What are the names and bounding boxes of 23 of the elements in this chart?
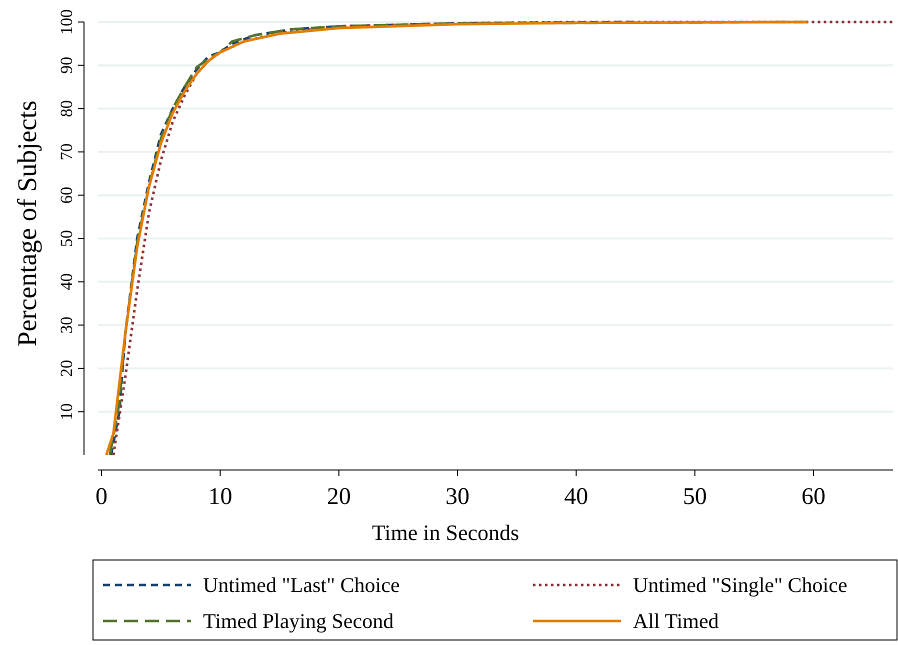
legend-label: Untimed "Single" Choice [633, 573, 848, 597]
y-tick-label: 100 [57, 9, 76, 35]
legend-label: Timed Playing Second [203, 609, 394, 633]
x-tick-label: 20 [326, 484, 351, 510]
y-tick-label: 40 [57, 273, 76, 290]
y-axis-title: Percentage of Subjects [12, 100, 42, 346]
y-tick-label: 80 [57, 100, 76, 118]
x-tick-label: 60 [802, 484, 826, 510]
y-tick-label: 20 [57, 360, 76, 377]
x-tick-label: 0 [96, 484, 108, 510]
y-tick-label: 30 [57, 316, 76, 334]
x-tick-label: 50 [682, 484, 707, 510]
y-tick-label: 50 [57, 230, 76, 247]
legend-label: All Timed [633, 609, 720, 633]
y-tick-label: 60 [57, 186, 76, 204]
y-tick-label: 10 [57, 403, 76, 420]
x-tick-label: 10 [208, 484, 232, 510]
x-tick-label: 40 [564, 484, 588, 510]
y-tick-label: 90 [57, 56, 76, 74]
legend-label: Untimed "Last" Choice [203, 573, 400, 597]
x-axis-title: Time in Seconds [372, 520, 520, 545]
y-tick-label: 70 [57, 143, 76, 160]
x-tick-label: 30 [446, 484, 470, 510]
